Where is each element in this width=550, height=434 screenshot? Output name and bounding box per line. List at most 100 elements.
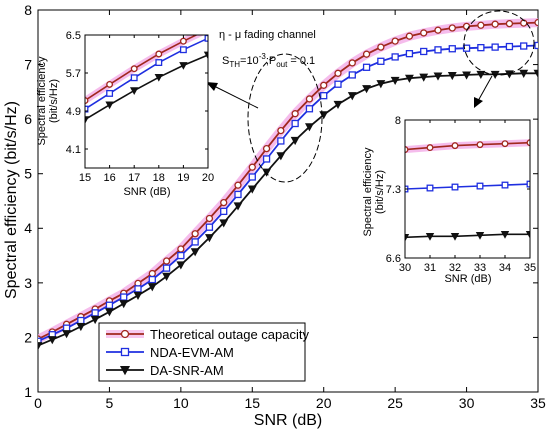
main-series-1-point-3 — [77, 316, 85, 325]
main-series-0-point-11 — [191, 230, 199, 238]
main-series-2-point-7 — [133, 291, 143, 301]
main-series-2-point-22 — [347, 92, 357, 101]
inset_right-series-1-point-5 — [526, 180, 530, 188]
main-series-1-point-13 — [220, 207, 228, 216]
inset_left-series-1-point-2 — [130, 74, 138, 82]
main-series-0-point-19 — [305, 95, 314, 103]
main-series-0-point-9 — [162, 257, 171, 265]
annotation-sep: ;P — [266, 55, 276, 67]
main-series-0-point-26 — [405, 32, 414, 40]
inset_left-series-0-point-3 — [155, 50, 163, 58]
main-series-2-point-35 — [533, 69, 538, 78]
inset_left-series-1-point-3 — [155, 59, 163, 66]
main-ytick-label-1: 2 — [24, 329, 32, 345]
main-series-2-point-28 — [433, 72, 443, 81]
main-ytick-label-3: 4 — [24, 220, 32, 236]
main-xtick-label-4: 20 — [316, 395, 332, 411]
annotation-mu: μ — [235, 29, 241, 41]
inset_left-series-2-point-0 — [85, 116, 90, 124]
inset_right-series-line-0 — [405, 141, 530, 151]
main-series-1-point-32 — [491, 43, 499, 51]
main-xtick-label-2: 10 — [173, 395, 189, 411]
main-series-0-point-27 — [420, 29, 428, 37]
main-series-2-point-11 — [190, 248, 200, 257]
annotation-eq2: = 0.1 — [287, 55, 315, 67]
svg-text:η - μ fading channel: η - μ fading channel — [219, 29, 316, 41]
main-series-2-point-34 — [519, 69, 529, 78]
main-series-1-point-9 — [162, 264, 171, 272]
main-series-1-point-27 — [420, 47, 428, 56]
inset-right-y-label-line2: (bit/s/Hz) — [374, 170, 386, 214]
inset_right-series-1-point-3 — [476, 182, 484, 190]
main-series-1-point-4 — [91, 309, 99, 317]
main-series-1-point-16 — [262, 155, 271, 163]
annotation-p-sub: out — [276, 60, 288, 69]
main-series-0-point-18 — [291, 110, 299, 118]
main-series-1-point-7 — [134, 285, 142, 293]
main-series-2-point-0 — [38, 342, 43, 351]
legend-marker-1 — [120, 347, 130, 357]
main-plot-area — [38, 18, 538, 351]
x-axis-label: SNR (dB) — [254, 412, 322, 429]
main-xtick-label-3: 15 — [244, 395, 260, 411]
annotation-s: S — [222, 55, 229, 67]
main-series-2-point-18 — [290, 136, 300, 146]
main-series-1-point-34 — [520, 42, 528, 50]
main-series-1-point-15 — [248, 173, 256, 181]
svg-text:STH=10-3;Pout = 0.1: STH=10-3;Pout = 0.1 — [222, 52, 315, 69]
main-series-1-point-24 — [377, 57, 385, 65]
inset_left-series-line-0 — [85, 35, 199, 102]
main-xtick-label-0: 0 — [34, 395, 42, 411]
inset_right-xtick-label-3: 33 — [474, 262, 486, 274]
main-series-2-point-12 — [204, 234, 214, 243]
inset_right-series-2-point-3 — [475, 232, 485, 240]
inset_left-xtick-label-4: 19 — [177, 172, 189, 184]
main-xtick-label-5: 25 — [387, 395, 403, 411]
main-series-2-point-27 — [419, 73, 429, 82]
main-series-0-point-15 — [248, 163, 256, 171]
main-series-2-point-26 — [404, 74, 414, 83]
main-series-2-point-8 — [147, 283, 157, 292]
main-series-2-point-4 — [90, 315, 100, 325]
inset_left-series-1-point-1 — [106, 89, 114, 97]
main-series-2-point-1 — [47, 336, 57, 345]
main-series-2-point-15 — [247, 185, 257, 194]
main-series-2-point-31 — [476, 70, 486, 80]
inset-left-x-label: SNR (dB) — [123, 186, 170, 198]
y-axis-label: Spectral efficiency (bit/s/Hz) — [3, 101, 20, 299]
inset_left-xtick-label-5: 20 — [202, 172, 214, 184]
inset_left-series-0-point-2 — [130, 65, 138, 73]
inset-left: 15 16 17 18 19 20 4.1 4.9 5.7 6.5 — [66, 30, 214, 184]
main-series-2-point-24 — [376, 80, 386, 89]
main-series-0-point-31 — [477, 21, 485, 29]
ellipse-right — [463, 10, 535, 76]
inset_right-series-0-point-5 — [526, 139, 530, 147]
main-series-0-point-29 — [448, 24, 456, 32]
inset_right-series-2-point-2 — [450, 233, 460, 241]
main-ytick-label-7: 8 — [24, 2, 32, 18]
inset_left-series-line-2 — [85, 54, 208, 121]
main-series-2-point-5 — [104, 308, 114, 317]
main-ytick-label-5: 6 — [24, 111, 32, 127]
main-series-2-point-21 — [333, 100, 343, 110]
inset-left-y-label-line1: Spectral efficiency — [36, 56, 48, 146]
arrow-right — [477, 75, 493, 102]
inset_right-xtick-label-0: 30 — [399, 262, 411, 274]
main-series-0-point-24 — [377, 43, 385, 51]
main-series-0-point-8 — [148, 269, 156, 278]
inset_left-series-0-point-4 — [179, 37, 187, 45]
main-ytick-label-6: 7 — [24, 56, 32, 72]
inset_right-series-0-point-3 — [476, 141, 484, 149]
main-series-1-point-29 — [448, 45, 456, 53]
inset_right-ytick-label-0: 6.6 — [386, 253, 401, 265]
inset_right-series-0-point-1 — [426, 144, 434, 152]
main-series-1-point-14 — [234, 190, 242, 199]
inset_right-series-0-point-4 — [501, 140, 509, 148]
main-series-2-point-14 — [233, 202, 243, 211]
main-series-2-point-29 — [447, 71, 457, 81]
inset_left-series-1-point-4 — [179, 46, 187, 54]
inset_left-series-1-point-0 — [85, 105, 89, 113]
inset_left-series-2-point-1 — [105, 101, 114, 110]
main-series-1-point-22 — [348, 71, 356, 79]
